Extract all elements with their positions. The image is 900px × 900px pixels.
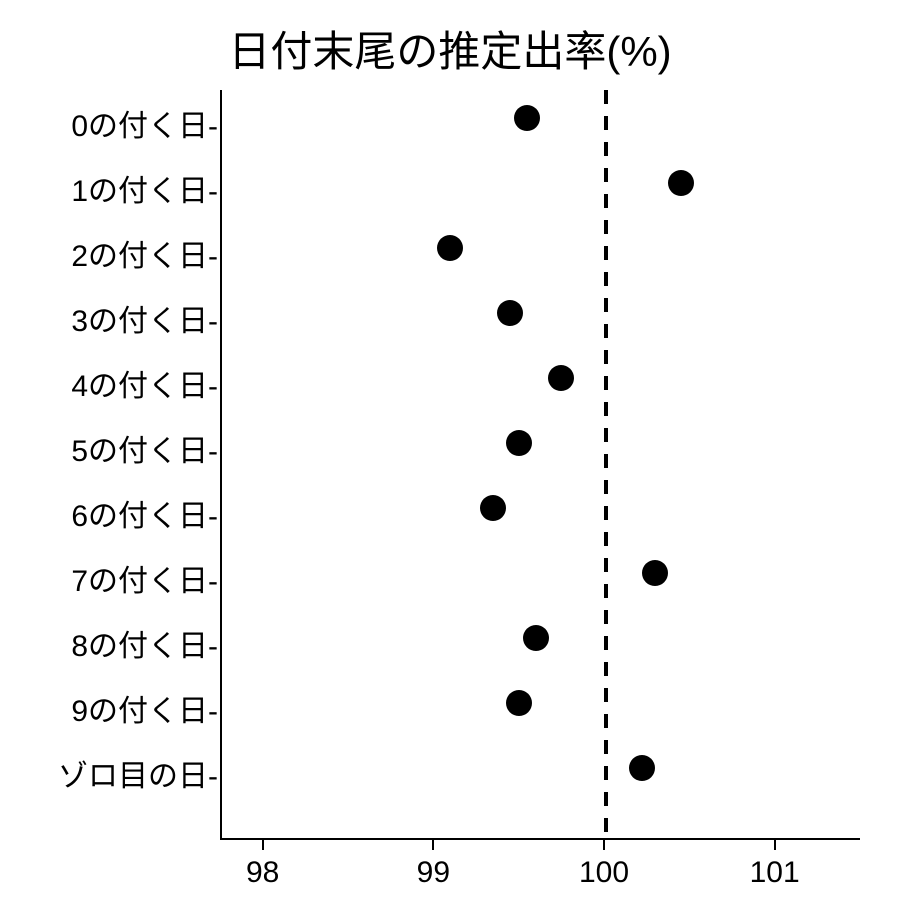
data-point [506,690,532,716]
data-point [506,430,532,456]
data-point [548,365,574,391]
y-axis-label: 2の付く日- [71,231,218,275]
chart-container: 日付末尾の推定出率(%) 0の付く日- 1の付く日- 2の付く日- 3の付く日- 4の付… [0,0,900,900]
y-axis-label: 0の付く日- [71,101,218,145]
data-point [497,300,523,326]
x-axis-label: 98 [246,856,279,890]
x-tick [262,840,264,850]
y-axis-label: 4の付く日- [71,361,218,405]
x-axis-label: 100 [579,856,629,890]
y-axis-label: 6の付く日- [71,491,218,535]
data-point [437,235,463,261]
y-axis-label: 9の付く日- [71,686,218,730]
plot-area [220,90,860,840]
y-axis-label: 1の付く日- [71,166,218,210]
data-point [480,495,506,521]
data-point [642,560,668,586]
x-axis-line [220,838,860,840]
x-tick [774,840,776,850]
x-axis-label: 99 [417,856,450,890]
x-tick [603,840,605,850]
data-point [629,755,655,781]
y-axis-line [220,90,222,840]
chart-title: 日付末尾の推定出率(%) [228,18,671,79]
data-point [668,170,694,196]
y-axis-label: 7の付く日- [71,556,218,600]
y-axis-label: 8の付く日- [71,621,218,665]
x-tick [432,840,434,850]
y-axis-label: 3の付く日- [71,296,218,340]
data-point [514,105,540,131]
y-axis-label: ゾロ目の日- [58,751,218,795]
x-axis-label: 101 [750,856,800,890]
reference-line [604,90,608,840]
data-point [523,625,549,651]
y-axis-label: 5の付く日- [71,426,218,470]
